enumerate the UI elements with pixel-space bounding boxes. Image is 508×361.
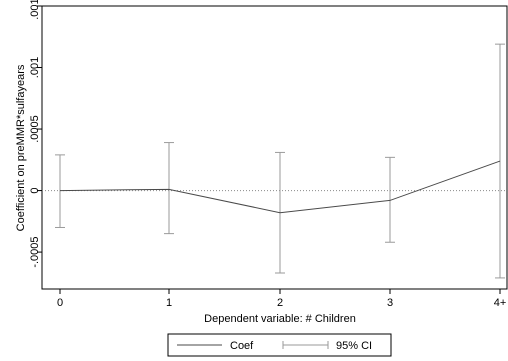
y-axis-title: Coefficient on preMMR*sulfayears xyxy=(15,64,27,231)
coef-line xyxy=(59,160,501,214)
x-tick-label: 3 xyxy=(387,297,393,309)
y-tick-label: .001 xyxy=(29,57,41,78)
y-tick-label: -.0005 xyxy=(29,236,41,267)
y-tick-label: .0005 xyxy=(29,115,41,143)
legend: Coef 95% CI xyxy=(167,333,392,357)
x-tick-label: 4+ xyxy=(494,297,507,309)
plot-frame xyxy=(41,5,508,290)
legend-box xyxy=(167,333,392,357)
y-tick-label: 0 xyxy=(29,188,41,194)
series xyxy=(55,43,505,279)
axes xyxy=(41,5,508,290)
legend-coef-label: Coef xyxy=(230,340,254,352)
ticks: -.0005 0 .0005 .001 .0015 0 1 2 3 4+ xyxy=(29,0,506,309)
x-tick-label: 1 xyxy=(166,297,172,309)
y-tick-label: .0015 xyxy=(29,0,41,20)
x-axis-title: Dependent variable: # Children xyxy=(204,313,356,325)
x-tick-label: 0 xyxy=(57,297,63,309)
x-tick-label: 2 xyxy=(277,297,283,309)
legend-ci-label: 95% CI xyxy=(336,340,372,352)
